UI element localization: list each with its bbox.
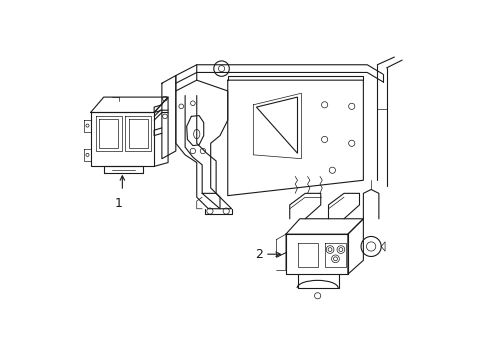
Text: 1: 1 <box>114 197 122 210</box>
Text: 2: 2 <box>254 248 262 261</box>
